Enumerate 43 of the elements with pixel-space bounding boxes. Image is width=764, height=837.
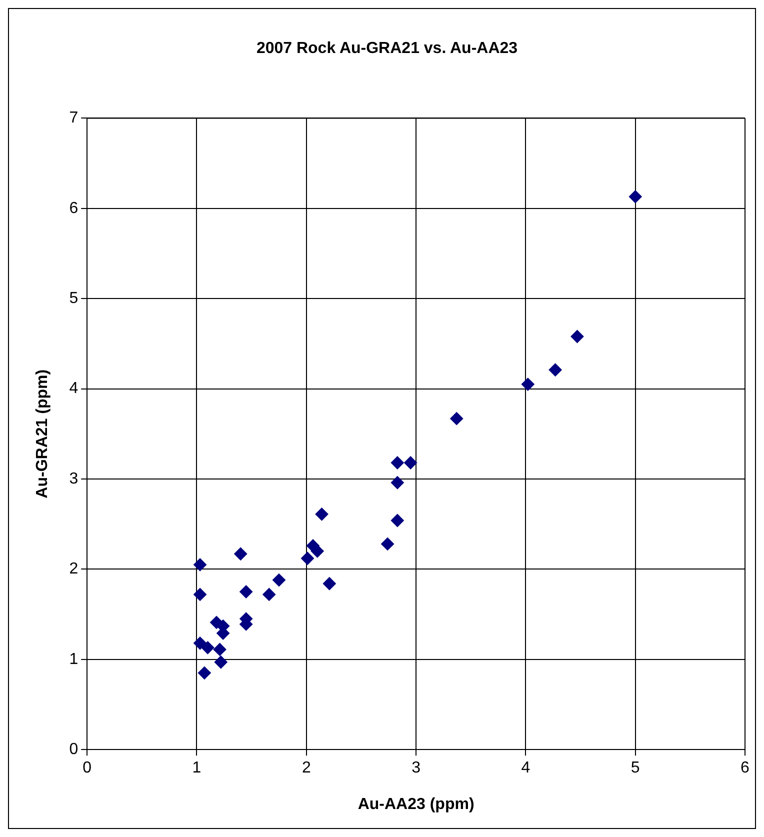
point bbox=[234, 547, 248, 560]
x-tick-label: 3 bbox=[412, 760, 421, 777]
y-tick-label: 7 bbox=[69, 110, 78, 127]
point bbox=[315, 508, 328, 521]
x-tick-label: 0 bbox=[82, 760, 92, 777]
point bbox=[521, 378, 534, 391]
point bbox=[194, 558, 207, 572]
point bbox=[390, 514, 404, 527]
x-tick-label: 5 bbox=[630, 760, 640, 777]
point bbox=[450, 412, 464, 426]
point bbox=[240, 585, 253, 598]
y-tick-label: 1 bbox=[69, 650, 78, 668]
x-tick-label: 2 bbox=[302, 760, 311, 777]
point bbox=[381, 537, 394, 550]
point bbox=[390, 476, 404, 490]
y-tick-label: 0 bbox=[69, 741, 78, 758]
point bbox=[214, 656, 228, 669]
x-tick-label: 1 bbox=[192, 760, 202, 777]
point bbox=[262, 588, 276, 601]
x-axis-title: Au-AA23 (ppm) bbox=[358, 796, 474, 813]
y-tick-label: 6 bbox=[69, 200, 78, 217]
point bbox=[194, 588, 207, 601]
point bbox=[310, 544, 324, 558]
y-tick-label: 3 bbox=[69, 470, 78, 488]
point bbox=[201, 641, 214, 654]
point bbox=[548, 363, 562, 376]
point bbox=[300, 552, 314, 565]
point bbox=[404, 456, 418, 470]
x-tick-label: 6 bbox=[740, 760, 750, 777]
point bbox=[322, 577, 336, 590]
chart-title: 2007 Rock Au-GRA21 vs. Au-AA23 bbox=[256, 40, 518, 58]
point bbox=[628, 190, 642, 204]
point bbox=[213, 642, 226, 656]
y-axis-title: Au-GRA21 (ppm) bbox=[34, 369, 52, 498]
point bbox=[194, 636, 207, 650]
point bbox=[198, 666, 211, 680]
y-tick-label: 4 bbox=[69, 380, 78, 398]
point bbox=[570, 330, 584, 343]
point bbox=[390, 456, 404, 470]
x-tick-label: 4 bbox=[521, 760, 530, 777]
point bbox=[272, 574, 286, 587]
y-tick-label: 5 bbox=[69, 290, 78, 308]
y-tick-label: 2 bbox=[69, 560, 78, 578]
